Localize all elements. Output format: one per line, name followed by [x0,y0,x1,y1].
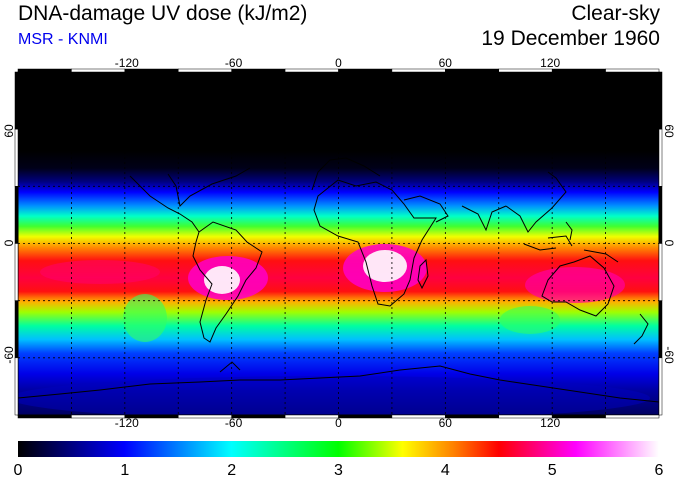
map-title: DNA-damage UV dose (kJ/m2) [18,2,308,25]
bottom-lon-label-5: 120 [540,416,560,430]
frame-stripe-right [658,71,663,130]
antarctica-coast [18,365,659,403]
coastlines [18,157,659,403]
colorbar-label-0: 0 [14,462,23,479]
frame-stripe-bottom [338,414,393,419]
sky-condition: Clear-sky [571,2,660,25]
indonesia-coast [523,235,619,263]
central-america-coast [129,175,200,233]
frame-stripe-right [658,186,663,244]
south-pacific-green-tongue [123,294,167,342]
south-indian-green [500,306,560,334]
left-lat-label-2: 0 [2,239,16,246]
bottom-lon-label-4: 60 [439,416,453,430]
frame-stripe-bottom [605,414,660,419]
right-lat-label-3: -60 [662,346,676,364]
frame-stripe-bottom [178,414,232,419]
frame-stripe-top [17,68,72,73]
bottom-lon-label-2: -60 [225,416,243,430]
south-america-peak [204,266,240,294]
frame-stripe-right [658,357,663,416]
top-lon-label-4: 60 [439,56,453,70]
africa-coast [313,179,437,307]
frame-stripe-left [14,71,19,130]
madagascar-coast [417,258,429,290]
north-america-east-coast [167,167,251,208]
south-america-coast [192,221,263,343]
frame-stripes [14,68,663,419]
colorbar-labels: 0 1 2 3 4 5 6 [14,462,664,479]
frame-stripe-top [445,68,500,73]
frame-stripe-top [605,68,660,73]
bottom-lon-label-3: 0 [335,416,342,430]
frame-stripe-bottom [17,414,72,419]
frame-stripe-right [658,300,663,359]
philippines-coast [565,221,573,241]
colorbar-label-1: 1 [120,462,129,479]
africa-peak [363,250,407,282]
map-date: 19 December 1960 [481,27,660,50]
colorbar-label-6: 6 [655,462,664,479]
frame-stripe-top [178,68,232,73]
right-lat-label-1: 60 [662,124,676,138]
left-lat-label-3: -60 [2,346,16,364]
bottom-lon-label-1: -120 [115,416,139,430]
top-lon-label-3: 0 [335,56,342,70]
australia-hotspot [525,267,625,303]
frame-stripe-top [338,68,393,73]
colorbar [18,441,659,457]
antarctic-blue [18,376,650,415]
india-coast [461,205,507,232]
frame-stripe-left [14,186,19,244]
gridlines [18,72,659,415]
europe-coast [311,157,381,191]
frame-stripe-right [658,128,663,187]
new-zealand-coast [633,313,649,345]
frame-stripe-bottom [445,414,500,419]
colorbar-label-4: 4 [441,462,450,479]
colorbar-label-3: 3 [334,462,343,479]
left-lat-label-1: 60 [2,124,16,138]
top-lon-label-2: -60 [225,56,243,70]
se-asia-coast [505,171,567,233]
frame-stripe-bottom [391,414,446,419]
colorbar-label-5: 5 [548,462,557,479]
frame-stripe-top [284,68,339,73]
frame-stripe-left [14,357,19,416]
top-lon-label-5: 120 [540,56,560,70]
source-label: MSR - KNMI [18,31,108,48]
frame-stripe-right [658,243,663,301]
frame-stripe-bottom [284,414,339,419]
top-lon-label-1: -120 [115,56,139,70]
right-lat-label-2: 0 [662,240,676,247]
arabia-coast [403,195,449,223]
pacific-hotspot [40,260,160,284]
tick-labels: -120 -60 0 60 120 -120 -60 0 60 120 60 0… [2,56,676,430]
frame-stripe-left [14,243,19,301]
colorbar-label-2: 2 [227,462,236,479]
frame-stripe-top [391,68,446,73]
